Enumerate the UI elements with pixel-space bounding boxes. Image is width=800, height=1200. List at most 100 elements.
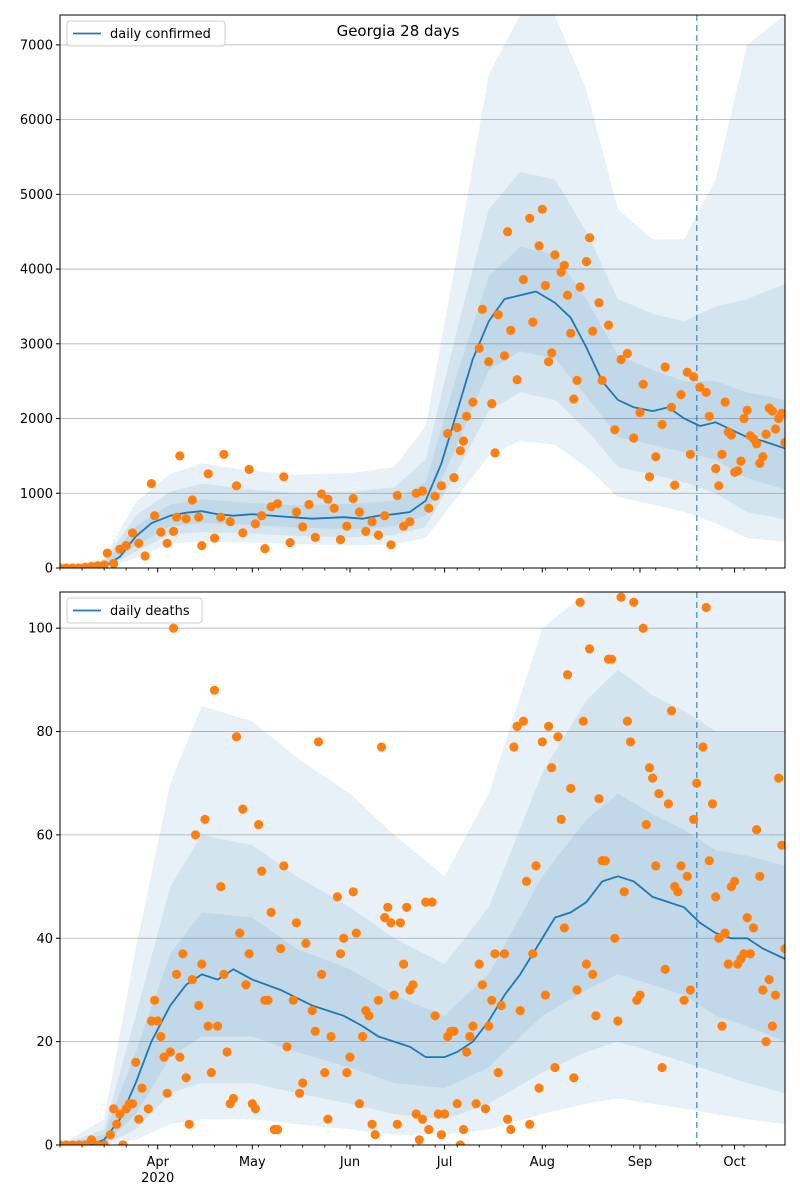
observed-point [254,820,264,830]
observed-point [326,1031,336,1042]
observed-point [367,517,377,527]
observed-point [279,861,289,871]
observed-point [449,473,459,483]
legend-label: daily confirmed [110,27,211,42]
observed-point [127,1099,138,1109]
observed-point [689,372,699,382]
observed-point [468,1021,478,1031]
observed-point [660,362,670,372]
observed-point [219,449,229,459]
observed-point [610,933,620,943]
observed-point [657,1062,667,1073]
observed-point [503,1114,513,1124]
observed-point [569,394,579,404]
observed-point [503,227,513,237]
observed-point [172,512,182,522]
observed-point [285,538,295,548]
observed-point [518,274,529,285]
observed-point [121,541,131,551]
observed-point [638,623,648,633]
y-tick-label: 2000 [20,412,53,427]
observed-point [521,876,532,887]
observed-point [594,298,604,308]
observed-point [585,644,595,654]
observed-point [534,1083,544,1093]
observed-point [515,1006,525,1016]
y-tick-label: 60 [36,828,53,843]
observed-point [462,1047,472,1057]
observed-point [197,959,207,969]
observed-point [616,592,626,602]
observed-point [600,856,610,866]
observed-point [395,918,405,928]
observed-point [625,737,636,747]
observed-point [370,1130,380,1140]
observed-point [657,419,667,430]
observed-point [581,257,592,267]
observed-point [109,558,119,568]
observed-point [707,799,718,809]
observed-point [373,530,383,540]
plot-area [60,15,785,568]
observed-point [354,507,365,517]
observed-point [219,969,229,980]
observed-point [175,451,185,461]
observed-point [165,1047,175,1057]
observed-point [717,449,727,459]
observed-point [742,913,752,923]
observed-point [547,763,557,773]
observed-point [559,923,569,933]
y-tick-label: 100 [28,622,53,637]
observed-point [553,732,563,742]
observed-point [704,411,714,421]
observed-point [282,1042,292,1052]
observed-point [484,1021,494,1031]
observed-point [392,490,402,501]
observed-point [745,949,755,959]
observed-point [279,472,289,482]
observed-point [566,328,576,338]
observed-point [723,959,733,969]
observed-point [140,551,150,561]
observed-point [736,456,746,466]
y-tick-label: 40 [36,932,53,947]
observed-point [528,317,538,327]
y-tick-label: 3000 [20,337,53,352]
observed-point [194,1000,204,1011]
observed-point [547,348,557,358]
observed-point [216,882,226,892]
observed-point [146,479,156,489]
observed-point [468,397,478,407]
observed-point [354,1099,365,1109]
observed-point [679,995,689,1005]
legend-box [66,597,203,624]
x-tick-label: Jul [436,1155,453,1170]
observed-point [581,959,592,969]
observed-point [477,980,487,990]
uncertainty-band-3 [60,15,785,568]
legend-box [66,20,226,47]
observed-point [534,241,544,251]
observed-point [137,1083,147,1093]
observed-point [288,995,298,1005]
observed-point [112,1119,122,1129]
observed-point [389,990,399,1000]
observed-point [594,794,604,804]
observed-point [216,512,226,522]
observed-point [682,871,692,881]
observed-point [499,949,510,959]
observed-point [518,716,529,726]
observed-point [537,204,547,214]
observed-point [187,975,197,985]
observed-point [566,783,576,794]
observed-point [540,280,551,291]
observed-point [194,512,204,522]
observed-point [307,1006,317,1016]
observed-point [430,491,440,501]
observed-point [178,949,188,959]
observed-point [585,233,595,243]
observed-point [118,1140,128,1145]
observed-point [376,742,387,752]
observed-point [512,375,522,385]
